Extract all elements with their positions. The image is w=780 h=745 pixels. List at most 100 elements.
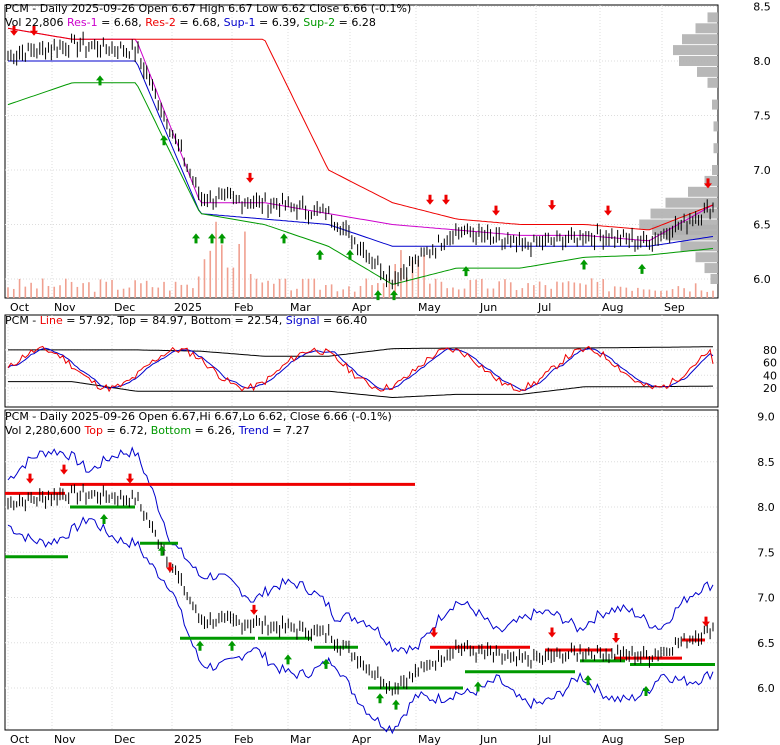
buy-arrow: [316, 249, 324, 260]
volume-bar: [550, 288, 552, 298]
trend-lower-band: [7, 516, 714, 735]
volume-bar: [70, 281, 73, 298]
volume-bar: [359, 286, 362, 298]
stoch-signal-label: Signal: [286, 314, 320, 327]
volume-bar: [209, 250, 212, 298]
volume-bar: [64, 278, 67, 298]
volume-bar: [301, 278, 304, 298]
sell-arrow: [604, 205, 612, 216]
volume-bar: [122, 288, 125, 298]
trend-y-tick: 7.0: [757, 592, 775, 605]
volume-bar: [180, 284, 183, 298]
volume-bar: [169, 290, 171, 298]
price-x-tick: Dec: [114, 301, 135, 314]
buy-arrow: [474, 681, 482, 692]
volume-bar: [596, 281, 599, 298]
buy-arrow: [96, 75, 104, 86]
volume-bar: [538, 281, 541, 298]
volume-profile-bar: [707, 12, 718, 23]
volume-profile-bar: [695, 252, 718, 263]
volume-bar: [463, 288, 466, 298]
volume-bar: [654, 290, 657, 298]
volume-bar: [446, 288, 448, 298]
volume-bar: [273, 283, 275, 298]
sell-arrow: [166, 562, 174, 573]
buy-arrow: [638, 263, 646, 274]
sell-arrow: [26, 473, 34, 484]
trend-x-tick: Sep: [664, 733, 685, 745]
volume-bar: [261, 282, 264, 298]
sell-arrow: [430, 627, 438, 638]
sell-arrow: [250, 604, 258, 615]
volume-bar: [296, 288, 298, 298]
volume-profile-bar: [673, 45, 718, 56]
buy-arrow: [376, 693, 384, 704]
stoch-bottom-line: [8, 381, 713, 399]
sell-arrow: [30, 25, 38, 36]
trend-ticker: PCM: [5, 410, 29, 423]
trend-x-tick: Feb: [234, 733, 253, 745]
volume-bar: [134, 280, 136, 298]
price-ticker: PCM: [5, 2, 29, 15]
trend-x-tick: Mar: [290, 733, 311, 745]
stoch-y-tick: 60: [763, 357, 777, 370]
volume-profile-bar: [688, 186, 718, 197]
volume-bar: [521, 288, 524, 298]
trend-x-tick: May: [418, 733, 441, 745]
volume-bar: [255, 278, 258, 298]
trend-y-tick: 7.5: [757, 546, 775, 559]
trend-y-tick: 6.0: [757, 682, 775, 695]
sell-arrow: [442, 194, 450, 205]
buy-arrow: [346, 249, 354, 260]
volume-bar: [313, 278, 316, 298]
res-2-line: [7, 27, 714, 231]
volume-bar: [585, 284, 587, 298]
buy-arrow: [322, 658, 330, 669]
volume-bar: [683, 288, 685, 298]
volume-profile-bar: [704, 263, 718, 274]
trend-x-tick: 2025: [174, 733, 202, 745]
volume-bar: [625, 287, 628, 298]
price-x-tick: Apr: [352, 301, 372, 314]
trend-bottom-label: Bottom: [151, 424, 191, 437]
volume-bar: [457, 289, 460, 298]
volume-bar: [192, 288, 194, 298]
volume-bar: [278, 278, 281, 298]
trend-x-tick: Apr: [352, 733, 372, 745]
price-y-tick: 7.0: [753, 164, 771, 177]
volume-bar: [561, 282, 564, 298]
sell-arrow: [548, 627, 556, 638]
sup1-label: Sup-1: [224, 16, 256, 29]
trend-trend-value: = 7.27: [269, 424, 310, 437]
volume-bar: [163, 281, 165, 298]
volume-bar: [706, 291, 709, 298]
trend-legend: Vol 2,280,600 Top = 6.72, Bottom = 6.26,…: [5, 424, 310, 437]
volume-bar: [371, 285, 373, 298]
trend-top-value: = 6.72,: [103, 424, 147, 437]
volume-bar: [105, 281, 108, 298]
volume-bar: [660, 290, 662, 298]
text-layer: PCM - Daily 2025-09-26 Open 6.67 High 6.…: [5, 1, 777, 745]
volume-bar: [481, 278, 483, 298]
res2-label: Res-2: [145, 16, 176, 29]
volume-bar: [619, 286, 622, 298]
volume-bar: [53, 286, 56, 298]
sup2-label: Sup-2: [303, 16, 335, 29]
price-x-tick: Aug: [602, 301, 623, 314]
volume-bar: [36, 288, 38, 298]
price-y-tick: 7.5: [753, 110, 771, 123]
volume-profile-bar: [680, 241, 718, 252]
volume-profile-bar: [679, 56, 718, 66]
volume-profile-bar: [712, 99, 718, 110]
price-title: PCM - Daily 2025-09-26 Open 6.67 High 6.…: [5, 2, 411, 15]
stoch-bottom-label: Bottom: [191, 314, 231, 327]
volume-bar: [330, 284, 333, 298]
sell-arrow: [246, 172, 254, 183]
trend-title: PCM - Daily 2025-09-26 Open 6.67,Hi 6.67…: [5, 410, 392, 423]
plot-layer: [5, 12, 718, 735]
volume-bar: [382, 283, 385, 298]
stoch-y-tick: 20: [763, 382, 777, 395]
volume-bar: [93, 291, 96, 298]
volume-bar: [157, 287, 160, 298]
stoch-legend: PCM - Line = 57.92, Top = 84.97, Bottom …: [5, 314, 367, 327]
